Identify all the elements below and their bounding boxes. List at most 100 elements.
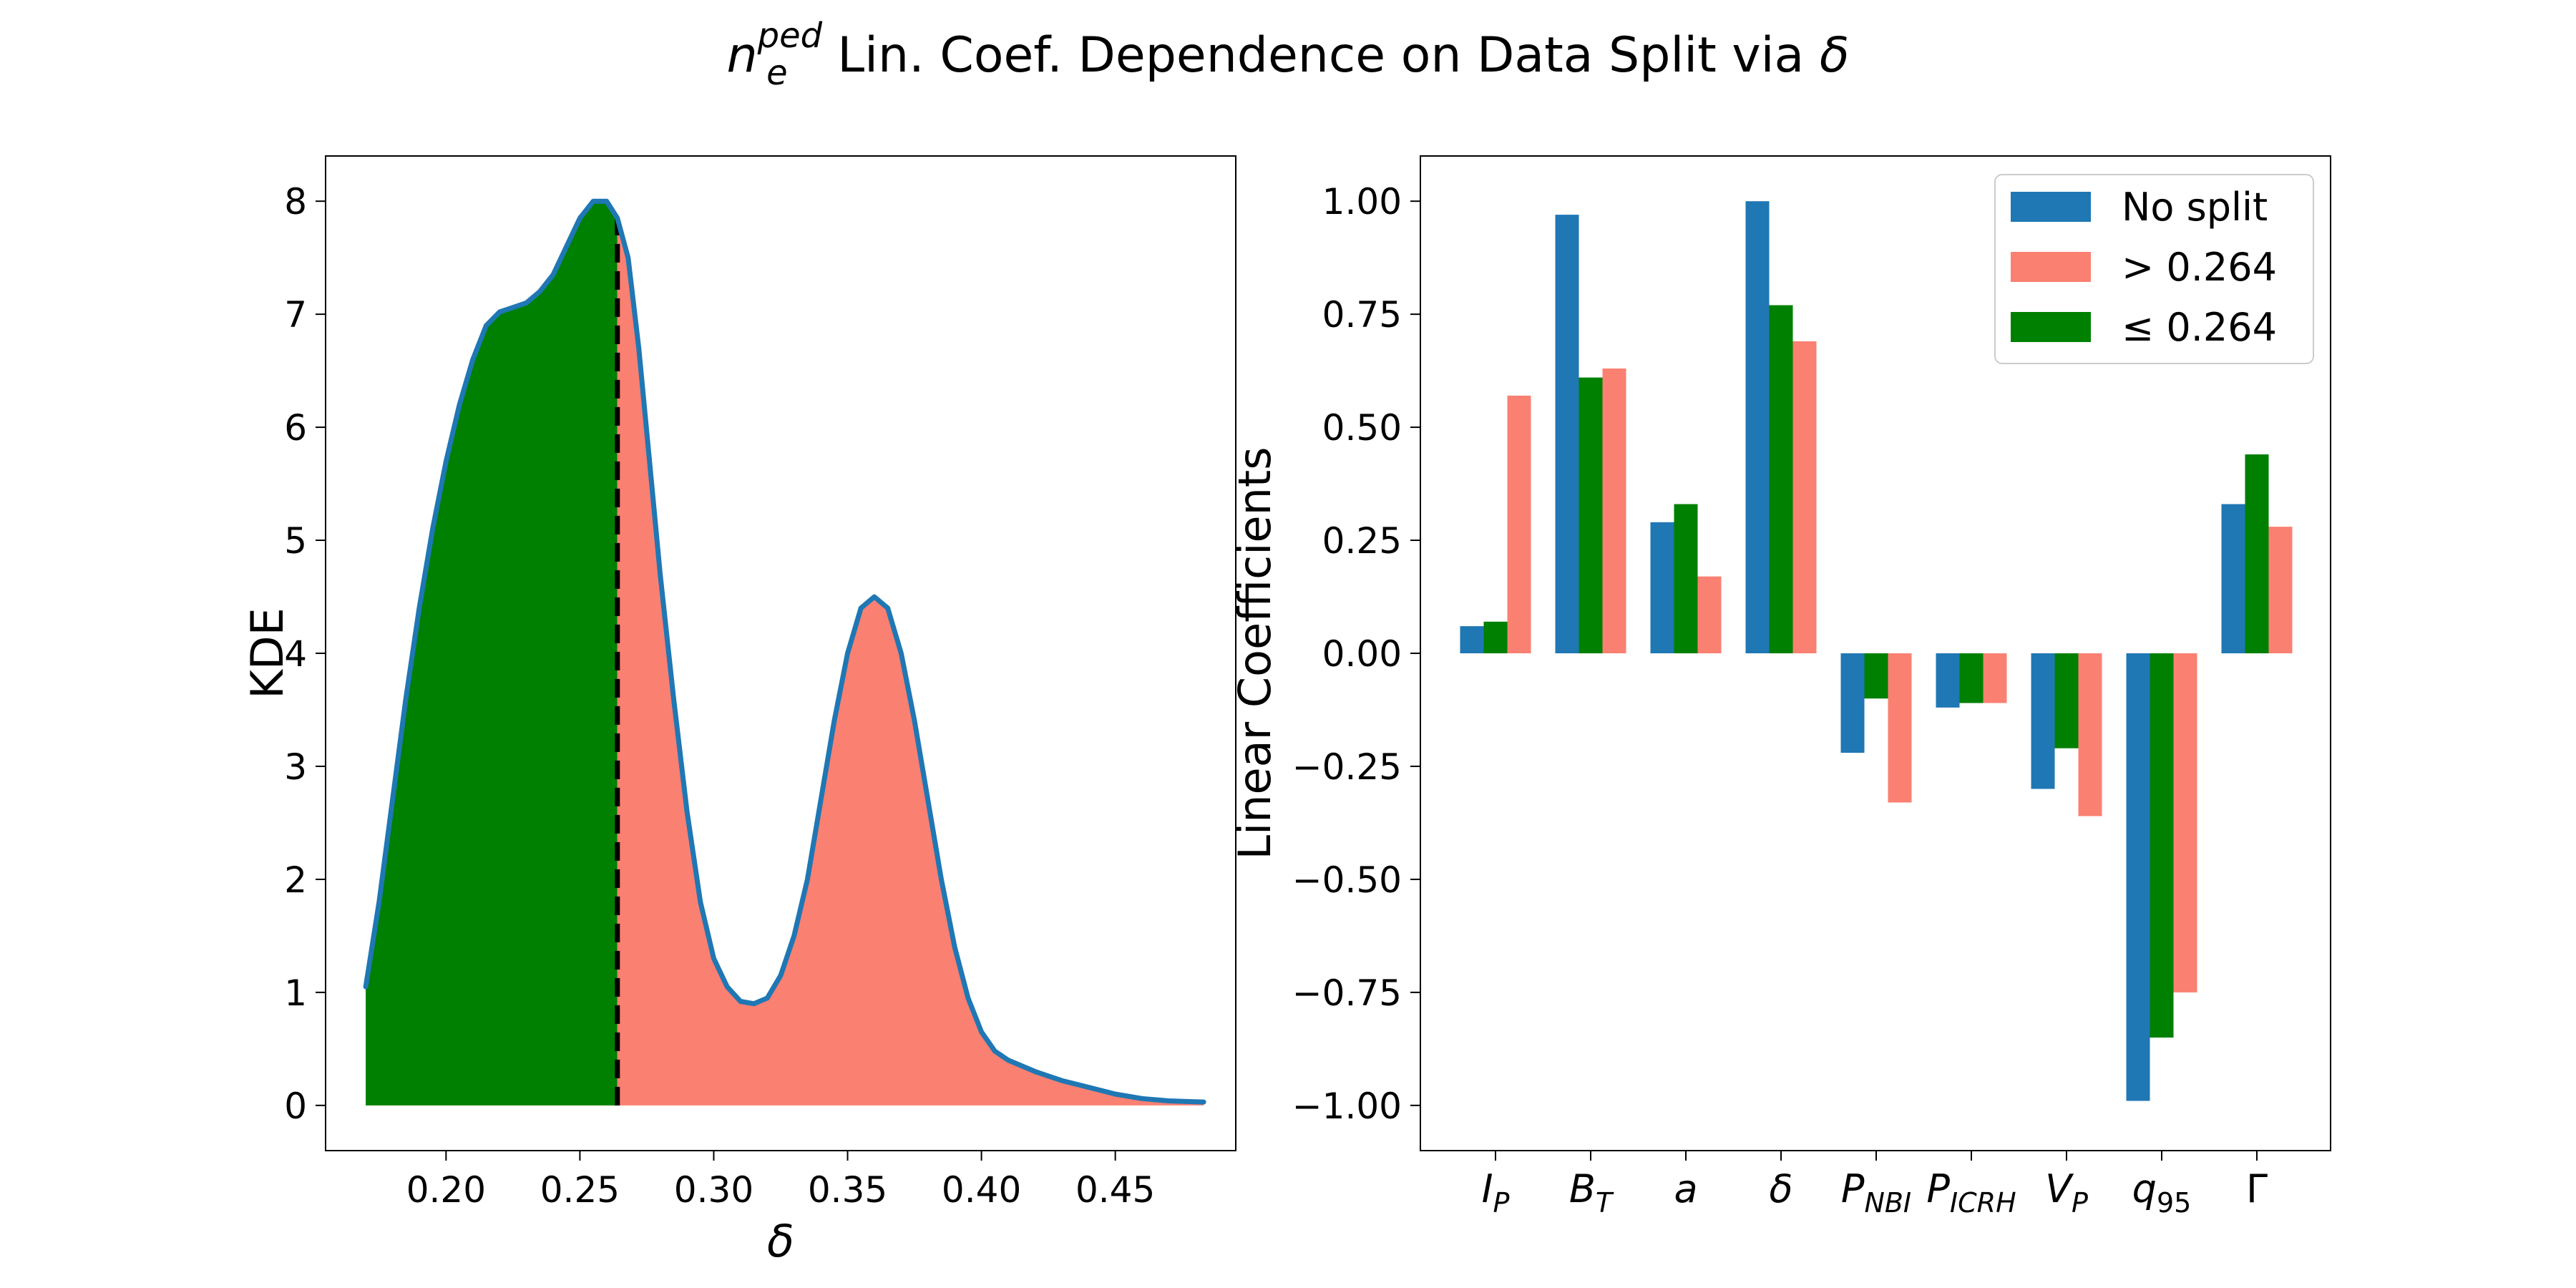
kde-y-tick-label: 7 bbox=[284, 294, 307, 336]
bar-below-split bbox=[2150, 653, 2174, 1038]
tick-symbol: P bbox=[1926, 1166, 1950, 1211]
bar-below-split bbox=[1959, 653, 1984, 703]
bar-y-tick-label: 0.75 bbox=[1322, 294, 1402, 336]
bar-x-tick-label: BT bbox=[1569, 1166, 1614, 1219]
kde-y-axis-label: KDE bbox=[241, 608, 293, 699]
bar-no-split bbox=[2126, 653, 2150, 1101]
bar-y-tick-label: 0.25 bbox=[1322, 520, 1402, 562]
bar-x-tick-label: δ bbox=[1769, 1166, 1792, 1211]
figure-title: nped e Lin. Coef. Dependence on Data Spli… bbox=[727, 16, 1850, 93]
tick-symbol: a bbox=[1674, 1166, 1697, 1211]
bar-no-split bbox=[1650, 522, 1674, 653]
legend-swatch bbox=[2011, 252, 2091, 282]
kde-y-tick-label: 2 bbox=[284, 859, 307, 901]
kde-y-tick-label: 3 bbox=[284, 746, 307, 788]
tick-symbol: P bbox=[1841, 1166, 1865, 1211]
kde-y-tick-label: 8 bbox=[284, 181, 307, 223]
bar-below-split bbox=[1864, 653, 1888, 699]
kde-y-tick-label: 4 bbox=[284, 633, 307, 675]
bar-y-tick-label: −0.50 bbox=[1292, 859, 1402, 901]
title-symbol: n bbox=[727, 27, 758, 84]
tick-subscript: ICRH bbox=[1950, 1187, 2016, 1219]
bar-y-tick-label: 0.00 bbox=[1322, 633, 1402, 675]
title-text: Lin. Coef. Dependence on Data Split via bbox=[822, 27, 1820, 84]
bar-no-split bbox=[2031, 653, 2055, 789]
tick-symbol: δ bbox=[1769, 1166, 1792, 1211]
bar-no-split bbox=[2221, 504, 2245, 653]
bar-x-tick-label: a bbox=[1674, 1166, 1697, 1211]
bar-no-split bbox=[1936, 653, 1960, 708]
bar-x-tick-label: PNBI bbox=[1841, 1166, 1911, 1219]
bar-y-tick-label: −1.00 bbox=[1292, 1085, 1402, 1127]
tick-subscript: P bbox=[1493, 1187, 1510, 1219]
bar-x-tick-label: VP bbox=[2045, 1166, 2088, 1219]
bar-no-split bbox=[1460, 626, 1484, 653]
bar-above-split bbox=[2078, 653, 2102, 816]
bar-x-ticks: IP BT a δ PNBI PICRH VP q95 Γ bbox=[1482, 1151, 2268, 1219]
tick-symbol: Γ bbox=[2246, 1166, 2268, 1211]
tick-symbol: B bbox=[1569, 1166, 1596, 1211]
legend-swatch bbox=[2011, 312, 2091, 342]
bar-above-split bbox=[1507, 395, 1531, 653]
bar-y-tick-label: 1.00 bbox=[1322, 181, 1402, 223]
bar-above-split bbox=[1602, 369, 1626, 653]
tick-subscript: 95 bbox=[2157, 1187, 2191, 1219]
tick-subscript: NBI bbox=[1864, 1187, 1911, 1219]
bar-group bbox=[1460, 201, 2293, 1101]
bar-above-split bbox=[1983, 653, 2007, 703]
kde-y-tick-label: 5 bbox=[284, 520, 307, 562]
bar-y-axis-label: Linear Coefficients bbox=[1229, 447, 1281, 859]
kde-y-tick-label: 6 bbox=[284, 407, 307, 449]
bar-no-split bbox=[1555, 215, 1579, 654]
bar-y-tick-label: −0.25 bbox=[1292, 746, 1402, 788]
bar-y-ticks: −1.00 −0.75 −0.50 −0.25 0.00 0.25 0.50 0.75 1.00 bbox=[1292, 181, 1420, 1127]
tick-subscript: P bbox=[2072, 1187, 2088, 1219]
kde-panel: 0.20 0.25 0.30 0.35 0.40 0.45 0 1 2 3 4 5 6 7 8 δ KDE bbox=[241, 155, 1236, 1267]
bar-no-split bbox=[1745, 201, 1770, 653]
tick-symbol: V bbox=[2045, 1166, 2074, 1211]
bar-x-tick-label: IP bbox=[1482, 1166, 1510, 1219]
title-superscript: ped bbox=[757, 16, 823, 56]
kde-y-tick-label: 0 bbox=[284, 1085, 307, 1127]
bar-above-split bbox=[1697, 576, 1722, 653]
kde-x-tick-label: 0.35 bbox=[808, 1169, 887, 1211]
legend-label: ≤ 0.264 bbox=[2122, 305, 2277, 350]
bar-above-split bbox=[1888, 653, 1912, 803]
legend-label: No split bbox=[2122, 185, 2268, 230]
bar-y-tick-label: −0.75 bbox=[1292, 972, 1402, 1014]
bar-below-split bbox=[1769, 305, 1793, 653]
kde-curve-line bbox=[363, 198, 1206, 1105]
tick-symbol: I bbox=[1482, 1166, 1493, 1211]
tick-subscript: T bbox=[1596, 1187, 1614, 1219]
bar-above-split bbox=[1792, 341, 1817, 653]
bar-x-tick-label: PICRH bbox=[1926, 1166, 2016, 1219]
kde-curve-group bbox=[363, 198, 1206, 1106]
title-subscript: e bbox=[766, 53, 788, 93]
kde-fill-below-split bbox=[366, 201, 618, 1106]
title-delta: δ bbox=[1820, 27, 1850, 84]
kde-fill-group bbox=[366, 201, 1204, 1106]
bar-no-split bbox=[1840, 653, 1865, 753]
tick-symbol: q bbox=[2132, 1166, 2157, 1211]
bar-y-tick-label: 0.50 bbox=[1322, 407, 1402, 449]
bar-below-split bbox=[1483, 621, 1508, 653]
bar-x-tick-label: q95 bbox=[2132, 1166, 2192, 1219]
bar-above-split bbox=[2173, 653, 2197, 992]
kde-x-tick-label: 0.30 bbox=[674, 1169, 753, 1211]
bar-x-tick-label: Γ bbox=[2246, 1166, 2268, 1211]
kde-x-ticks: 0.20 0.25 0.30 0.35 0.40 0.45 bbox=[406, 1151, 1155, 1211]
kde-x-tick-label: 0.40 bbox=[942, 1169, 1021, 1211]
bar-legend: No split > 0.264 ≤ 0.264 bbox=[1994, 174, 2314, 364]
kde-y-tick-label: 1 bbox=[284, 972, 307, 1014]
bar-below-split bbox=[2054, 653, 2079, 748]
legend-swatch bbox=[2011, 192, 2091, 222]
bar-below-split bbox=[1579, 377, 1603, 653]
kde-y-ticks: 0 1 2 3 4 5 6 7 8 bbox=[284, 181, 326, 1127]
bar-panel: IP BT a δ PNBI PICRH VP q95 Γ −1.00−0.75−0.50−0.… bbox=[1229, 155, 2331, 1219]
legend-label: > 0.264 bbox=[2122, 245, 2277, 290]
kde-x-tick-label: 0.25 bbox=[540, 1169, 620, 1211]
kde-fill-above-split bbox=[617, 218, 1204, 1106]
bar-above-split bbox=[2268, 527, 2293, 653]
kde-x-axis-label: δ bbox=[767, 1215, 794, 1267]
